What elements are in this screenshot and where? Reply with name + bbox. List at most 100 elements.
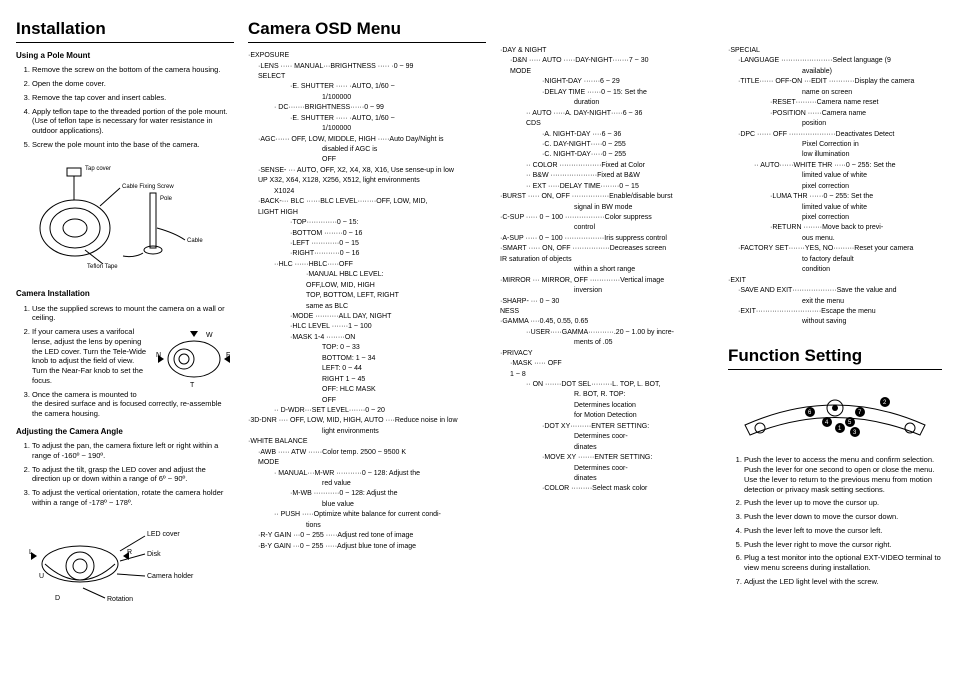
menu-line: signal in BW mode bbox=[500, 203, 714, 212]
menu-line: ·C-SUP ····· 0 ~ 100 ·················Co… bbox=[500, 213, 714, 222]
list-item: Screw the pole mount into the base of th… bbox=[32, 140, 234, 150]
menu-line: · DC·······BRIGHTNESS······0 ~ 99 bbox=[248, 103, 486, 112]
menu-line: ·MIRROR ··· MIRROR, OFF ·············Ver… bbox=[500, 276, 714, 285]
menu-line: ·DAY & NIGHT bbox=[500, 46, 714, 55]
menu-line: ous menu. bbox=[728, 234, 942, 243]
menu-line: ·SHARP- ··· 0 ~ 30 bbox=[500, 297, 714, 306]
menu-line: light environments bbox=[248, 427, 486, 436]
menu-line: · MANUAL···M-WR ···········0 ~ 128: Adju… bbox=[248, 469, 486, 478]
function-section: Function Setting 6 7 2 5 1 4 3 Push the … bbox=[728, 345, 942, 587]
menu-line: BOTTOM: 1 ~ 34 bbox=[248, 354, 486, 363]
label-d: D bbox=[55, 595, 60, 602]
label-w: W bbox=[206, 332, 213, 339]
menu-line: ·LEFT ············0 ~ 15 bbox=[248, 239, 486, 248]
menu-line: ·BOTTOM ········0 ~ 16 bbox=[248, 229, 486, 238]
osd-title: Camera OSD Menu bbox=[248, 18, 486, 43]
function-diagram: 6 7 2 5 1 4 3 bbox=[728, 380, 942, 445]
angle-steps: To adjust the pan, the camera fixture le… bbox=[32, 441, 234, 508]
menu-line: ·MANUAL HBLC LEVEL: bbox=[248, 270, 486, 279]
menu-line: ·· PUSH ·····Optimize white balance for … bbox=[248, 510, 486, 519]
menu-line: ·SENSE- ··· AUTO, OFF, X2, X4, X8, X16, … bbox=[248, 166, 486, 175]
menu-line: ·RETURN ········Move back to previ- bbox=[728, 223, 942, 232]
menu-line: ·RIGHT···········0 ~ 16 bbox=[248, 249, 486, 258]
menu-line: duration bbox=[500, 98, 714, 107]
menu-line: ·· AUTO ·····A. DAY-NIGHT·····6 ~ 36 bbox=[500, 109, 714, 118]
label-f: F bbox=[226, 352, 230, 359]
menu-line: dinates bbox=[500, 443, 714, 452]
menu-line: ·GAMMA ····0.45, 0.55, 0.65 bbox=[500, 317, 714, 326]
menu-line: ·BURST ····· ON, OFF ················Ena… bbox=[500, 192, 714, 201]
menu-line: ·LENS ····· MANUAL···BRIGHTNESS ····· ·0… bbox=[248, 62, 486, 71]
menu-line: ·B-Y GAIN ···0 ~ 255 ·····Adjust blue to… bbox=[248, 542, 486, 551]
osd-column-3: ·SPECIAL·LANGUAGE ······················… bbox=[728, 18, 942, 657]
osd-tree-col3: ·DAY & NIGHT·D&N ····· AUTO ·····DAY-NIG… bbox=[500, 46, 714, 494]
osd-tree-col4: ·SPECIAL·LANGUAGE ······················… bbox=[728, 46, 942, 327]
menu-line: ·· EXT ·····DELAY TIME········0 ~ 15 bbox=[500, 182, 714, 191]
list-item: Push the lever up to move the cursor up. bbox=[744, 498, 942, 508]
menu-line: NESS bbox=[500, 307, 714, 316]
menu-line: 1/100000 bbox=[248, 124, 486, 133]
menu-line: ··HLC ······HBLC·····OFF bbox=[248, 260, 486, 269]
menu-line: ·DPC ······ OFF ····················Deac… bbox=[728, 130, 942, 139]
menu-line: limited value of white bbox=[728, 171, 942, 180]
menu-line: ·· AUTO······WHITE THR ·····0 ~ 255: Set… bbox=[728, 161, 942, 170]
list-item: Open the dome cover. bbox=[32, 79, 234, 89]
menu-line: exit the menu bbox=[728, 297, 942, 306]
menu-line: ·RESET·········Camera name reset bbox=[728, 98, 942, 107]
menu-line: UP X32, X64, X128, X256, X512, light env… bbox=[248, 176, 486, 185]
menu-line: ·· D-WDR···SET LEVEL·······0 ~ 20 bbox=[248, 406, 486, 415]
lens-adjust-diagram: N F T W bbox=[154, 327, 234, 390]
function-title: Function Setting bbox=[728, 345, 942, 370]
menu-line: OFF bbox=[248, 396, 486, 405]
label-t: T bbox=[190, 382, 195, 387]
menu-line: ·BACK-··· BLC ······BLC LEVEL········OFF… bbox=[248, 197, 486, 206]
osd-column-1: Camera OSD Menu ·EXPOSURE·LENS ····· MAN… bbox=[248, 18, 486, 657]
list-item: Push the lever left to move the cursor l… bbox=[744, 526, 942, 536]
menu-line: ·DOT XY·········ENTER SETTING: bbox=[500, 422, 714, 431]
menu-line: ·MODE ··········ALL DAY, NIGHT bbox=[248, 312, 486, 321]
list-item: Remove the screw on the bottom of the ca… bbox=[32, 65, 234, 75]
pole-mount-diagram: Tap cover Cable Fixing Screw Pole Cable … bbox=[16, 158, 234, 281]
angle-diagram: L R U D LED cover Disk Camera holder Rot… bbox=[16, 516, 234, 609]
menu-line: ·AWB ····· ATW ······Color temp. 2500 ~ … bbox=[248, 448, 486, 457]
menu-line: tions bbox=[248, 521, 486, 530]
menu-line: ·PRIVACY bbox=[500, 349, 714, 358]
list-item: Use the supplied screws to mount the cam… bbox=[32, 304, 234, 324]
menu-line: pixel correction bbox=[728, 182, 942, 191]
menu-line: ·NIGHT-DAY ·······6 ~ 29 bbox=[500, 77, 714, 86]
function-steps: Push the lever to access the menu and co… bbox=[744, 455, 942, 586]
camera-install-steps: Use the supplied screws to mount the cam… bbox=[32, 304, 234, 419]
menu-line: ·A. NIGHT-DAY ····6 ~ 36 bbox=[500, 130, 714, 139]
menu-line: without saving bbox=[728, 317, 942, 326]
menu-line: ·SMART ····· ON, OFF ················Dec… bbox=[500, 244, 714, 253]
menu-line: available) bbox=[728, 67, 942, 76]
menu-line: CDS bbox=[500, 119, 714, 128]
menu-line: ·D&N ····· AUTO ·····DAY-NIGHT·······7 ~… bbox=[500, 56, 714, 65]
label-cable-fixing-screw: Cable Fixing Screw bbox=[122, 184, 174, 190]
label-n: N bbox=[156, 352, 161, 359]
menu-line: control bbox=[500, 223, 714, 232]
menu-line: ·WHITE BALANCE bbox=[248, 437, 486, 446]
menu-line: ·POSITION ······Camera name bbox=[728, 109, 942, 118]
list-item: Apply teflon tape to the threaded portio… bbox=[32, 107, 234, 136]
label-led-cover: LED cover bbox=[147, 531, 180, 538]
menu-line: ·COLOR ·········Select mask color bbox=[500, 484, 714, 493]
menu-line: ·DELAY TIME ······0 ~ 15: Set the bbox=[500, 88, 714, 97]
list-item: Remove the tap cover and insert cables. bbox=[32, 93, 234, 103]
menu-line: for Motion Detection bbox=[500, 411, 714, 420]
label-u: U bbox=[39, 573, 44, 580]
pole-mount-steps: Remove the screw on the bottom of the ca… bbox=[32, 65, 234, 149]
osd-column-2: ·DAY & NIGHT·D&N ····· AUTO ·····DAY-NIG… bbox=[500, 18, 714, 657]
menu-line: ··USER·····GAMMA···········.20 ~ 1.00 by… bbox=[500, 328, 714, 337]
menu-line: name on screen bbox=[728, 88, 942, 97]
list-item: Push the lever right to move the cursor … bbox=[744, 540, 942, 550]
menu-line: ·EXIT bbox=[728, 276, 942, 285]
label-teflon-tape: Teflon Tape bbox=[87, 264, 118, 270]
label-tap-cover: Tap cover bbox=[85, 166, 111, 172]
list-item: To adjust the tilt, grasp the LED cover … bbox=[32, 465, 234, 485]
menu-line: ·E. SHUTTER ····· ·AUTO, 1/60 ~ bbox=[248, 82, 486, 91]
menu-line: TOP: 0 ~ 33 bbox=[248, 343, 486, 352]
menu-line: TOP, BOTTOM, LEFT, RIGHT bbox=[248, 291, 486, 300]
list-item: Push the lever to access the menu and co… bbox=[744, 455, 942, 494]
menu-line: ·HLC LEVEL ·······1 ~ 100 bbox=[248, 322, 486, 331]
